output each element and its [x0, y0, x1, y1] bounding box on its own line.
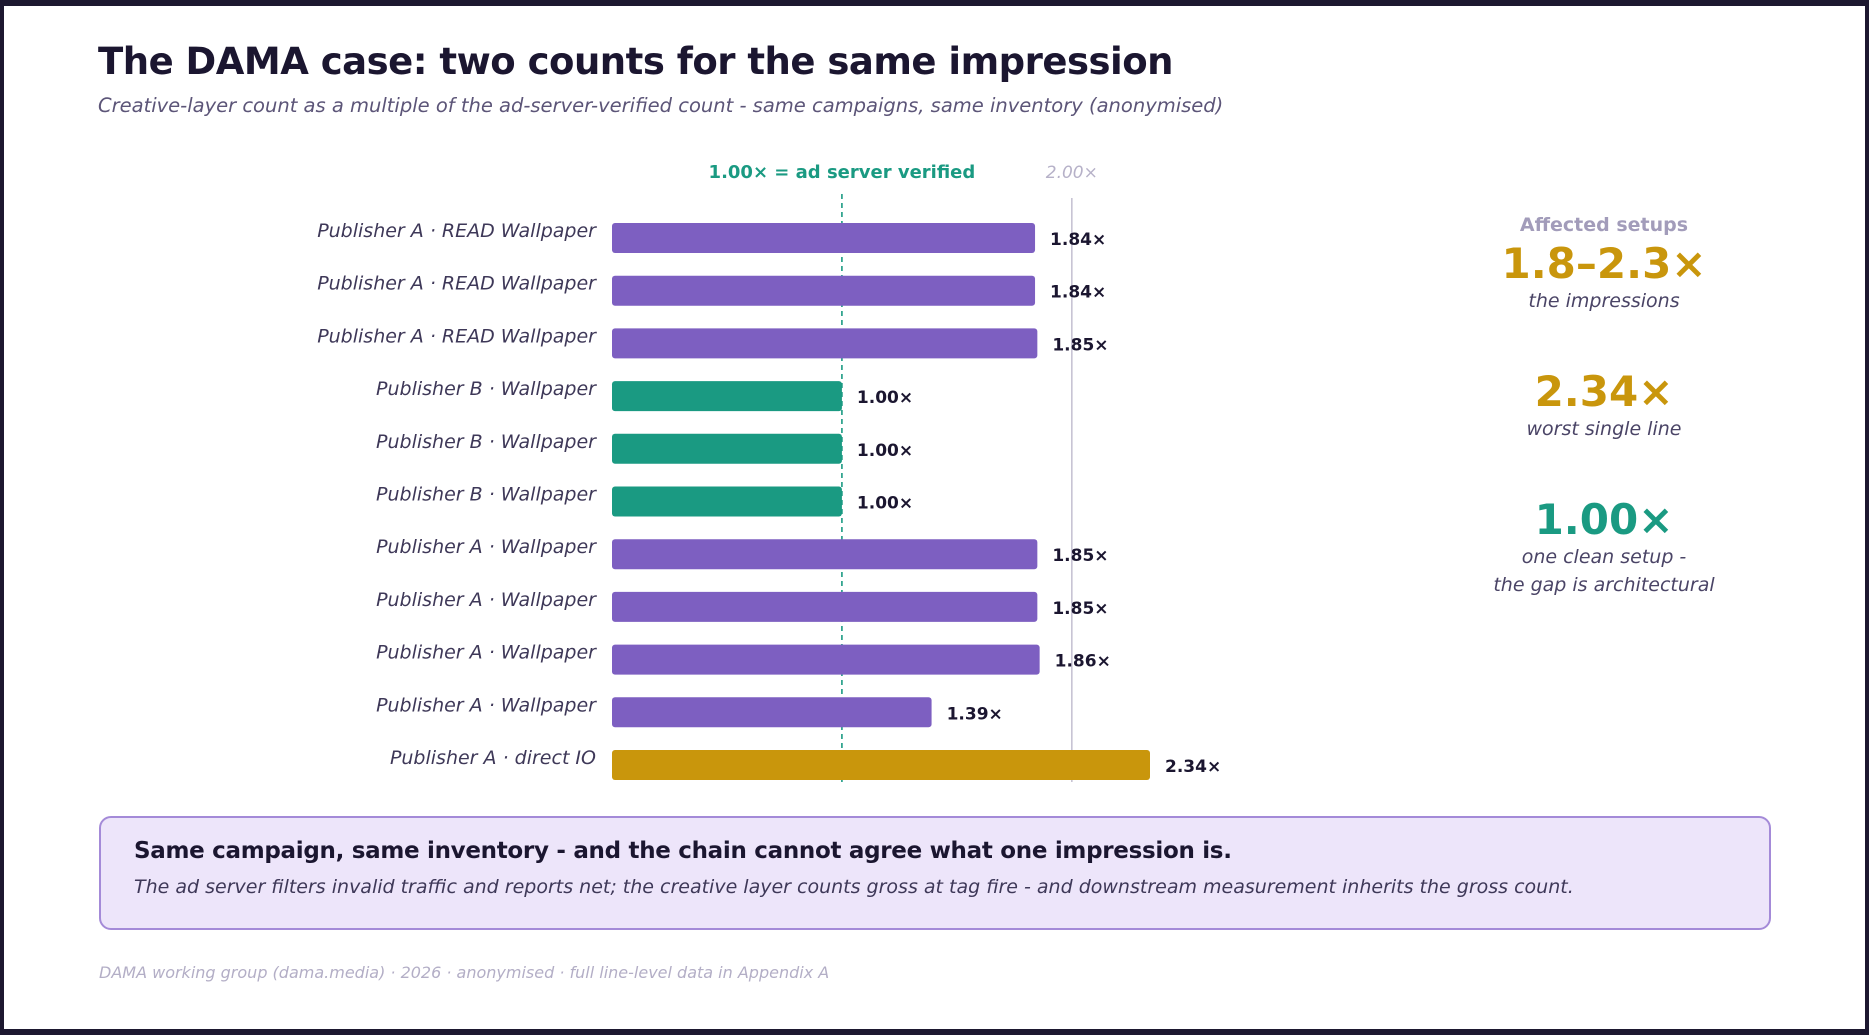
category-label: Publisher A · direct IO — [390, 747, 596, 769]
footer-note: DAMA working group (dama.media) · 2026 ·… — [99, 963, 830, 982]
stat-caption: one clean setup - — [1521, 545, 1687, 568]
stat-caption: worst single line — [1526, 418, 1682, 441]
slide: The DAMA case: two counts for the same i… — [4, 6, 1865, 1029]
category-label: Publisher A · Wallpaper — [376, 694, 597, 716]
value-label: 1.85× — [1052, 335, 1108, 355]
callout-body: The ad server filters invalid traffic an… — [134, 876, 1574, 898]
stat-clean: 1.00× one clean setup - the gap is archi… — [1464, 494, 1744, 599]
stat-value: 2.34× — [1534, 366, 1674, 416]
category-label: Publisher B · Wallpaper — [376, 484, 597, 506]
category-label: Publisher A · READ Wallpaper — [317, 220, 597, 242]
bar — [612, 486, 842, 517]
stats-heading: Affected setups — [1519, 214, 1689, 236]
stats-panel: Affected setups 1.8–2.3× the impressions… — [1464, 214, 1744, 599]
value-label: 1.84× — [1050, 230, 1106, 250]
category-label: Publisher B · Wallpaper — [376, 378, 597, 400]
bar — [612, 275, 1036, 306]
page-title: The DAMA case: two counts for the same i… — [98, 40, 1173, 83]
bar — [612, 381, 842, 412]
bar — [612, 539, 1038, 570]
reference-label-2x: 2.00× — [1046, 163, 1098, 183]
bar — [612, 697, 932, 728]
stat-affected: 1.8–2.3× the impressions — [1464, 239, 1744, 316]
value-label: 1.85× — [1052, 546, 1108, 566]
reference-label-verified: 1.00× = ad server verified — [709, 162, 976, 183]
value-label: 1.84× — [1050, 283, 1106, 303]
category-label: Publisher A · READ Wallpaper — [317, 325, 597, 347]
bar — [612, 644, 1040, 675]
category-label: Publisher A · READ Wallpaper — [317, 273, 597, 295]
callout-title: Same campaign, same inventory - and the … — [134, 838, 1232, 864]
bar — [612, 591, 1038, 622]
stat-worst: 2.34× worst single line — [1464, 366, 1744, 444]
stat-value: 1.8–2.3× — [1501, 239, 1707, 288]
value-label: 1.00× — [857, 441, 913, 461]
value-label: 1.86× — [1055, 652, 1111, 672]
bar — [612, 223, 1036, 253]
callout-box: Same campaign, same inventory - and the … — [99, 816, 1771, 930]
value-label: 1.00× — [857, 388, 913, 408]
category-label: Publisher A · Wallpaper — [376, 536, 597, 558]
bar — [612, 328, 1038, 359]
page-subtitle: Creative-layer count as a multiple of th… — [98, 94, 1224, 117]
stat-value: 1.00× — [1534, 494, 1674, 544]
bar — [612, 750, 1150, 780]
value-label: 1.39× — [947, 704, 1003, 724]
category-label: Publisher A · Wallpaper — [376, 589, 597, 611]
value-label: 2.34× — [1165, 757, 1221, 777]
category-label: Publisher A · Wallpaper — [376, 642, 597, 664]
bar — [612, 433, 842, 464]
stat-caption: the gap is architectural — [1493, 573, 1715, 596]
stat-caption: the impressions — [1528, 290, 1680, 313]
value-label: 1.00× — [857, 494, 913, 514]
category-label: Publisher B · Wallpaper — [376, 431, 597, 453]
value-label: 1.85× — [1052, 599, 1108, 619]
bar-chart: 1.00× = ad server verified 2.00× Publisher… — [317, 162, 1221, 782]
